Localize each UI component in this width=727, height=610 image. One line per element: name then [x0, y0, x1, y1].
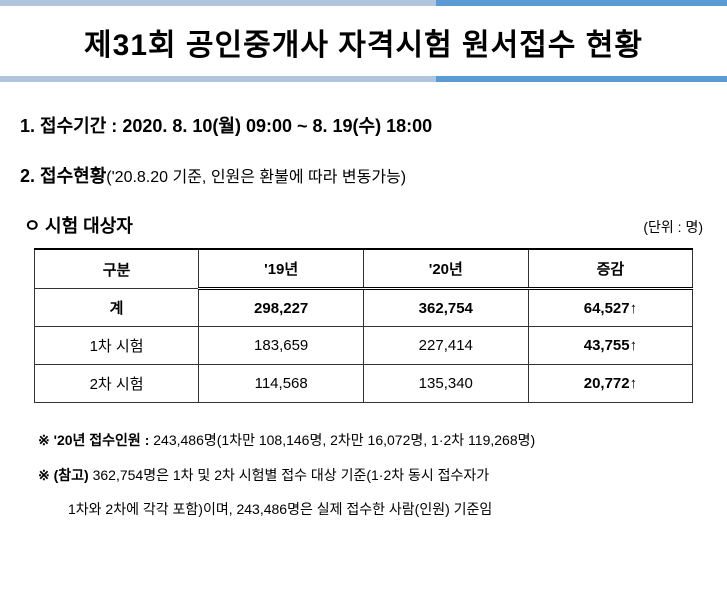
- cell-2-y19: 114,568: [199, 365, 364, 403]
- sub-section-row: ㅇ 시험 대상자 (단위 : 명): [20, 212, 707, 238]
- section-1-sep: :: [111, 116, 117, 136]
- header-row: 구분 '19년 '20년 증감: [34, 249, 693, 289]
- page-title: 제31회 공인중개사 자격시험 원서접수 현황: [0, 8, 727, 76]
- cell-1-y19: 183,659: [199, 327, 364, 365]
- cell-1-label: 1차 시험: [34, 327, 199, 365]
- title-underline: [0, 76, 727, 82]
- section-1: 1. 접수기간 : 2020. 8. 10(월) 09:00 ~ 8. 19(수…: [20, 112, 707, 138]
- footnote-2-mark: ※: [38, 467, 50, 483]
- cell-1-y20: 227,414: [363, 327, 528, 365]
- sub-label: 시험 대상자: [45, 216, 133, 236]
- footnote-1-bold: '20년 접수인원 :: [54, 432, 150, 448]
- cell-total-change-val: 64,527: [584, 300, 630, 317]
- table-row-2: 2차 시험 114,568 135,340 20,772↑: [34, 365, 693, 403]
- cell-2-change: 20,772↑: [528, 365, 693, 403]
- footnote-2-line1: 362,754명은 1차 및 2차 시험별 접수 대상 기준(1·2차 동시 접…: [93, 467, 490, 483]
- footnote-2: ※ (참고) 362,754명은 1차 및 2차 시험별 접수 대상 기준(1·…: [20, 458, 707, 493]
- footnote-2-bold: (참고): [54, 467, 89, 483]
- arrow-icon: ↑: [630, 300, 638, 317]
- footnote-2-line2: 1차와 2차에 각각 포함)이며, 243,486명은 실제 접수한 사람(인원…: [68, 501, 492, 517]
- header-change: 증감: [528, 249, 693, 289]
- section-2-num: 2.: [20, 166, 35, 186]
- arrow-icon: ↑: [630, 337, 638, 354]
- footnote-1-text: 243,486명(1차만 108,146명, 2차만 16,072명, 1·2차…: [153, 432, 535, 448]
- top-border: [0, 0, 727, 6]
- table-row-total: 계 298,227 362,754 64,527↑: [34, 289, 693, 327]
- footnote-1: ※ '20년 접수인원 : 243,486명(1차만 108,146명, 2차만…: [20, 423, 707, 458]
- section-1-label: 접수기간: [40, 116, 106, 136]
- cell-2-change-val: 20,772: [584, 375, 630, 392]
- section-2: 2. 접수현황('20.8.20 기준, 인원은 환불에 따라 변동가능): [20, 162, 707, 188]
- header-y20: '20년: [363, 249, 528, 289]
- cell-1-change: 43,755↑: [528, 327, 693, 365]
- section-2-label: 접수현황: [40, 166, 106, 186]
- footnote-2-cont: 1차와 2차에 각각 포함)이며, 243,486명은 실제 접수한 사람(인원…: [20, 492, 707, 527]
- sub-section-left: ㅇ 시험 대상자: [24, 212, 133, 238]
- cell-2-label: 2차 시험: [34, 365, 199, 403]
- sub-bullet: ㅇ: [24, 216, 41, 236]
- table-row-1: 1차 시험 183,659 227,414 43,755↑: [34, 327, 693, 365]
- section-1-text: 2020. 8. 10(월) 09:00 ~ 8. 19(수) 18:00: [122, 116, 432, 136]
- cell-total-label: 계: [34, 289, 199, 327]
- header-gubun: 구분: [34, 249, 199, 289]
- section-2-note: ('20.8.20 기준, 인원은 환불에 따라 변동가능): [106, 169, 406, 186]
- cell-2-y20: 135,340: [363, 365, 528, 403]
- footnote-1-mark: ※: [38, 432, 50, 448]
- header-y19: '19년: [199, 249, 364, 289]
- content-area: 1. 접수기간 : 2020. 8. 10(월) 09:00 ~ 8. 19(수…: [0, 112, 727, 527]
- cell-1-change-val: 43,755: [584, 337, 630, 354]
- cell-total-y19: 298,227: [199, 289, 364, 327]
- arrow-icon: ↑: [630, 375, 638, 392]
- data-table: 구분 '19년 '20년 증감 계 298,227 362,754 64,527…: [34, 248, 694, 403]
- unit-label: (단위 : 명): [643, 217, 703, 237]
- section-1-num: 1.: [20, 116, 35, 136]
- cell-total-change: 64,527↑: [528, 289, 693, 327]
- cell-total-y20: 362,754: [363, 289, 528, 327]
